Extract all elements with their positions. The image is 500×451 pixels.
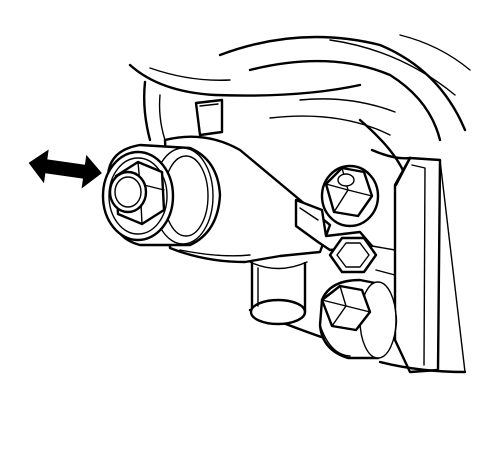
contour-line bbox=[375, 269, 396, 276]
lower-right-hex-bolt bbox=[318, 278, 398, 360]
double-headed-arrow-icon bbox=[28, 149, 102, 189]
hex-nut bbox=[328, 236, 378, 274]
pipe-outlet bbox=[249, 261, 308, 326]
main-hex-bolt bbox=[101, 143, 222, 247]
contour-line bbox=[394, 156, 412, 187]
contour-line bbox=[371, 245, 396, 251]
